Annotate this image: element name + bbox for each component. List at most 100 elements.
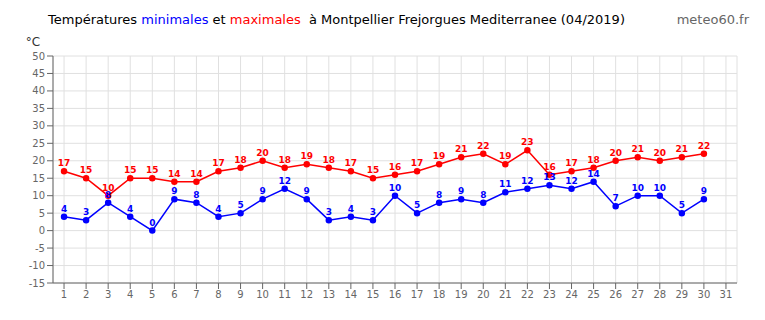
- svg-text:12: 12: [278, 176, 291, 186]
- svg-text:13: 13: [322, 289, 335, 300]
- svg-text:15: 15: [367, 165, 380, 175]
- svg-text:23: 23: [521, 137, 534, 147]
- svg-text:1: 1: [61, 289, 67, 300]
- svg-text:8: 8: [480, 190, 486, 200]
- svg-text:15: 15: [146, 165, 159, 175]
- svg-text:12: 12: [300, 289, 313, 300]
- svg-text:8: 8: [193, 190, 199, 200]
- svg-text:15: 15: [124, 165, 137, 175]
- svg-text:25: 25: [587, 289, 600, 300]
- svg-text:-5: -5: [35, 243, 45, 254]
- svg-text:50: 50: [32, 51, 45, 62]
- svg-text:22: 22: [521, 289, 534, 300]
- svg-text:40: 40: [32, 85, 45, 96]
- svg-text:2: 2: [83, 289, 89, 300]
- svg-text:27: 27: [631, 289, 644, 300]
- svg-text:20: 20: [654, 148, 667, 158]
- svg-text:11: 11: [278, 289, 291, 300]
- svg-text:19: 19: [499, 151, 512, 161]
- svg-text:18: 18: [278, 155, 291, 165]
- svg-text:22: 22: [698, 141, 711, 151]
- svg-text:21: 21: [455, 144, 468, 154]
- svg-text:0: 0: [149, 218, 155, 228]
- svg-text:29: 29: [675, 289, 688, 300]
- svg-text:20: 20: [256, 148, 269, 158]
- svg-text:4: 4: [127, 289, 133, 300]
- svg-text:17: 17: [565, 158, 578, 168]
- svg-text:15: 15: [32, 173, 45, 184]
- svg-text:8: 8: [436, 190, 442, 200]
- svg-text:26: 26: [609, 289, 622, 300]
- svg-text:12: 12: [521, 176, 534, 186]
- svg-text:21: 21: [676, 144, 689, 154]
- svg-text:°C: °C: [26, 35, 40, 49]
- svg-text:4: 4: [127, 204, 133, 214]
- svg-text:28: 28: [653, 289, 666, 300]
- svg-text:21: 21: [499, 289, 512, 300]
- svg-text:18: 18: [587, 155, 600, 165]
- svg-text:10: 10: [389, 183, 402, 193]
- svg-text:19: 19: [433, 151, 446, 161]
- svg-text:22: 22: [477, 141, 490, 151]
- svg-text:15: 15: [367, 289, 380, 300]
- svg-text:8: 8: [215, 289, 221, 300]
- svg-text:20: 20: [477, 289, 490, 300]
- svg-text:17: 17: [411, 158, 424, 168]
- svg-text:4: 4: [61, 204, 67, 214]
- svg-text:16: 16: [389, 289, 402, 300]
- svg-text:-10: -10: [29, 260, 45, 271]
- svg-text:10: 10: [654, 183, 667, 193]
- svg-text:20: 20: [32, 155, 45, 166]
- svg-text:30: 30: [698, 289, 711, 300]
- svg-text:30: 30: [32, 120, 45, 131]
- svg-text:14: 14: [587, 169, 600, 179]
- svg-text:3: 3: [105, 289, 111, 300]
- svg-text:35: 35: [32, 103, 45, 114]
- svg-text:9: 9: [701, 186, 707, 196]
- svg-text:14: 14: [168, 169, 181, 179]
- svg-text:10: 10: [32, 190, 45, 201]
- svg-text:19: 19: [455, 289, 468, 300]
- svg-text:17: 17: [345, 158, 358, 168]
- svg-text:31: 31: [720, 289, 733, 300]
- svg-text:-15: -15: [29, 278, 45, 289]
- svg-text:4: 4: [215, 204, 221, 214]
- svg-text:3: 3: [83, 207, 89, 217]
- svg-text:7: 7: [613, 193, 619, 203]
- svg-text:12: 12: [565, 176, 578, 186]
- svg-text:24: 24: [565, 289, 578, 300]
- svg-text:9: 9: [237, 289, 243, 300]
- svg-text:10: 10: [631, 183, 644, 193]
- svg-text:10: 10: [256, 289, 269, 300]
- svg-text:19: 19: [300, 151, 313, 161]
- svg-text:17: 17: [58, 158, 71, 168]
- svg-text:3: 3: [370, 207, 376, 217]
- svg-text:14: 14: [345, 289, 358, 300]
- svg-text:23: 23: [543, 289, 556, 300]
- svg-text:9: 9: [304, 186, 310, 196]
- svg-text:15: 15: [80, 165, 93, 175]
- svg-text:16: 16: [543, 162, 556, 172]
- svg-text:3: 3: [326, 207, 332, 217]
- svg-text:9: 9: [458, 186, 464, 196]
- svg-text:9: 9: [171, 186, 177, 196]
- svg-text:18: 18: [433, 289, 446, 300]
- svg-text:14: 14: [190, 169, 203, 179]
- svg-text:5: 5: [39, 208, 45, 219]
- svg-text:5: 5: [414, 200, 420, 210]
- svg-text:6: 6: [171, 289, 177, 300]
- svg-text:4: 4: [348, 204, 354, 214]
- svg-text:16: 16: [389, 162, 402, 172]
- svg-text:11: 11: [499, 179, 512, 189]
- svg-text:17: 17: [411, 289, 424, 300]
- svg-text:10: 10: [102, 183, 115, 193]
- svg-text:21: 21: [631, 144, 644, 154]
- svg-text:9: 9: [259, 186, 265, 196]
- svg-text:7: 7: [193, 289, 199, 300]
- svg-text:25: 25: [32, 138, 45, 149]
- svg-text:18: 18: [234, 155, 247, 165]
- svg-text:17: 17: [212, 158, 225, 168]
- svg-text:13: 13: [543, 172, 556, 182]
- svg-text:5: 5: [149, 289, 155, 300]
- svg-text:5: 5: [679, 200, 685, 210]
